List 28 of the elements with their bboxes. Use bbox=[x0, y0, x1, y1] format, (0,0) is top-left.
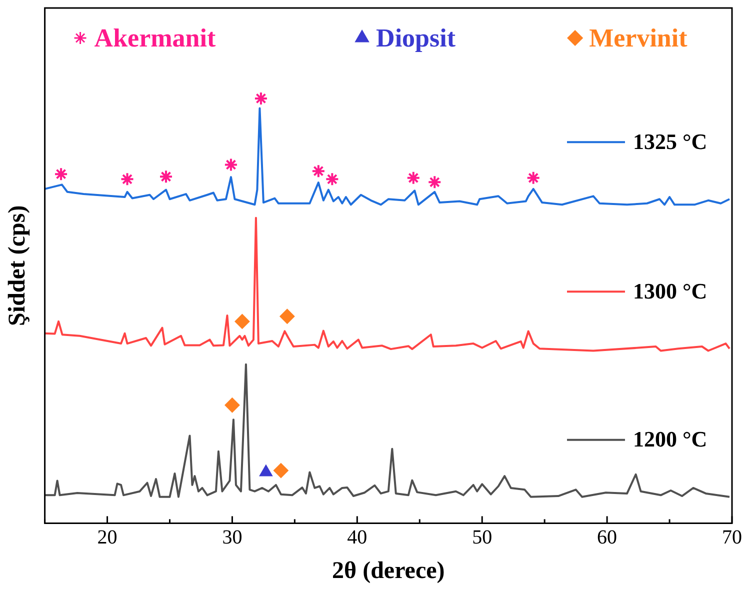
x-tick-label: 20 bbox=[97, 526, 118, 548]
y-axis-title: Şiddet (cps) bbox=[4, 205, 31, 326]
point bbox=[120, 172, 134, 186]
x-axis-title: 2θ (derece) bbox=[332, 558, 445, 584]
point bbox=[54, 167, 68, 182]
point bbox=[234, 314, 250, 329]
point bbox=[526, 170, 540, 185]
point bbox=[224, 158, 238, 172]
legend-label: 1200 °C bbox=[633, 426, 708, 452]
point bbox=[311, 164, 326, 178]
point bbox=[280, 308, 295, 324]
x-tick-label: 30 bbox=[222, 526, 242, 548]
point bbox=[254, 91, 268, 106]
legend-label: Akermanit bbox=[94, 24, 216, 53]
point bbox=[406, 170, 420, 185]
legend-label: 1300 °C bbox=[633, 278, 708, 304]
legend-label: Diopsit bbox=[376, 24, 456, 53]
x-tick-label: 40 bbox=[347, 526, 368, 548]
point bbox=[273, 463, 288, 478]
point bbox=[428, 175, 442, 190]
point bbox=[224, 398, 240, 413]
legend-label: Mervinit bbox=[589, 24, 688, 53]
x-tick-label: 60 bbox=[597, 526, 618, 548]
x-tick-label: 70 bbox=[722, 526, 742, 548]
legend-label: 1325 °C bbox=[633, 128, 708, 154]
x-tick-label: 50 bbox=[472, 526, 492, 548]
point bbox=[158, 170, 173, 184]
point bbox=[325, 172, 340, 186]
